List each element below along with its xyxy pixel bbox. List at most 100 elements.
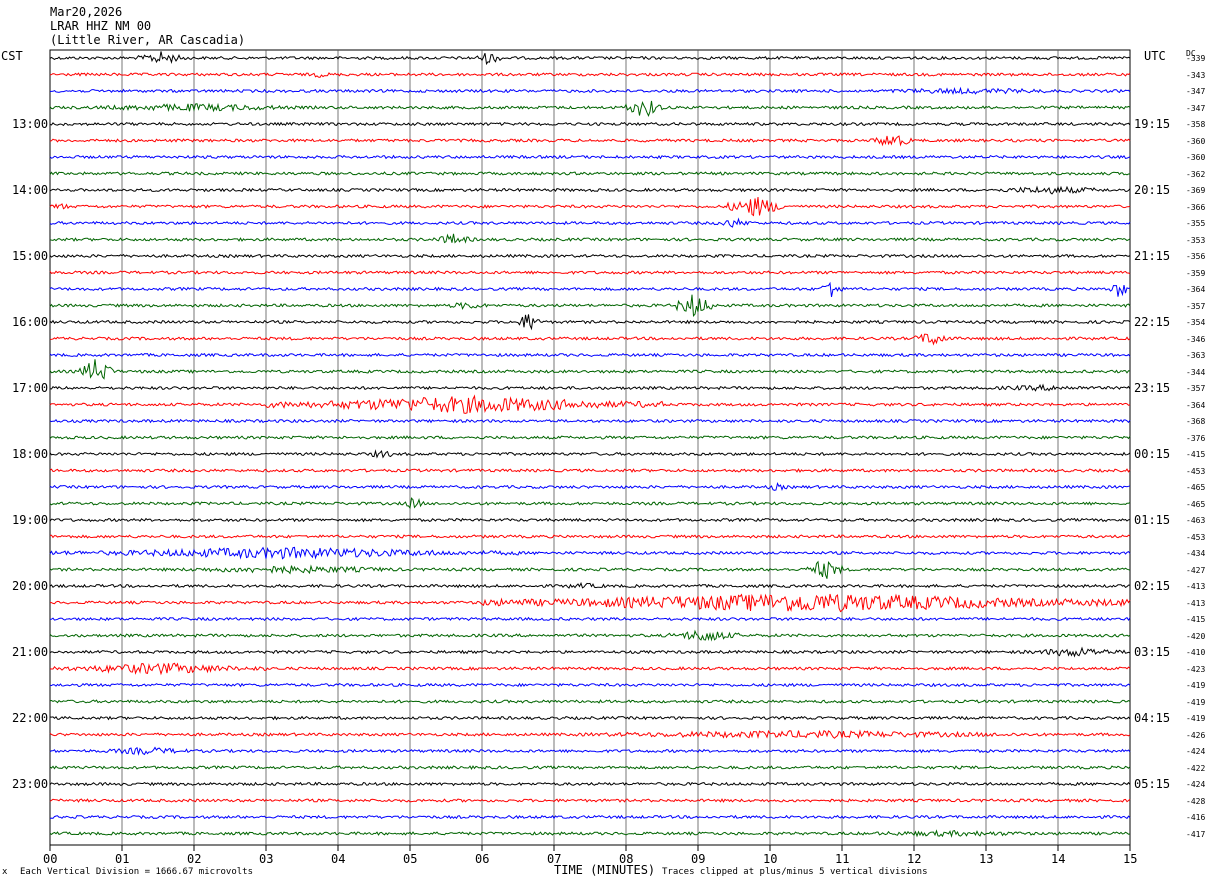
x-tick-label: 09 bbox=[691, 852, 706, 866]
dc-offset-label: -339 bbox=[1186, 54, 1206, 63]
x-tick-label: 00 bbox=[43, 852, 58, 866]
left-hour-label: 20:00 bbox=[12, 579, 49, 593]
seismic-trace bbox=[49, 798, 1131, 803]
dc-offset-label: -343 bbox=[1186, 70, 1206, 80]
seismic-trace bbox=[49, 51, 1131, 66]
seismic-trace bbox=[49, 314, 1131, 331]
left-hour-label: 13:00 bbox=[12, 117, 49, 131]
seismic-trace bbox=[49, 814, 1131, 820]
seismic-trace bbox=[49, 646, 1131, 658]
right-hour-label: 02:15 bbox=[1134, 579, 1171, 593]
seismic-trace bbox=[49, 534, 1131, 539]
dc-offset-label: -364 bbox=[1186, 285, 1206, 294]
left-hour-label: 16:00 bbox=[12, 315, 49, 329]
right-hour-label: 23:15 bbox=[1134, 381, 1171, 395]
seismic-trace bbox=[49, 546, 1131, 560]
seismic-trace bbox=[49, 715, 1131, 721]
seismic-trace bbox=[49, 449, 1131, 459]
dc-header: DC bbox=[1186, 49, 1196, 58]
seismic-trace bbox=[49, 560, 1131, 579]
seismic-trace bbox=[49, 517, 1131, 523]
x-tick-label: 03 bbox=[259, 852, 274, 866]
seismic-trace bbox=[49, 383, 1131, 392]
x-tick-label: 02 bbox=[187, 852, 202, 866]
scale-note: Each Vertical Division = 1666.67 microvo… bbox=[20, 867, 253, 877]
x-tick-label: 13 bbox=[979, 852, 994, 866]
plot-date: Mar20,2026 bbox=[50, 5, 123, 19]
seismic-trace bbox=[49, 682, 1131, 688]
seismic-trace bbox=[49, 233, 1131, 244]
dc-offset-label: -424 bbox=[1186, 747, 1206, 756]
dc-offset-label: -463 bbox=[1186, 516, 1206, 525]
dc-offset-label: -413 bbox=[1186, 582, 1206, 591]
seismic-trace bbox=[49, 294, 1131, 317]
dc-offset-label: -465 bbox=[1186, 499, 1206, 509]
dc-offset-label: -354 bbox=[1186, 318, 1206, 327]
seismic-trace bbox=[49, 333, 1131, 346]
seismic-trace bbox=[49, 72, 1131, 78]
seismic-trace bbox=[49, 253, 1131, 259]
right-hour-label: 22:15 bbox=[1134, 315, 1171, 329]
dc-offset-label: -355 bbox=[1186, 219, 1206, 228]
seismic-trace bbox=[49, 435, 1131, 440]
x-tick-label: 05 bbox=[403, 852, 418, 866]
seismic-trace bbox=[49, 359, 1131, 380]
dc-offset-label: -346 bbox=[1186, 334, 1206, 344]
right-hour-label: 19:15 bbox=[1134, 117, 1171, 131]
dc-offset-label: -344 bbox=[1186, 367, 1206, 377]
dc-offset-label: -415 bbox=[1186, 450, 1206, 459]
x-tick-label: 10 bbox=[763, 852, 778, 866]
seismic-trace bbox=[49, 662, 1131, 676]
seismic-trace bbox=[49, 270, 1131, 275]
dc-offset-label: -356 bbox=[1186, 252, 1206, 261]
dc-offset-label: -422 bbox=[1186, 763, 1206, 773]
seismic-trace bbox=[49, 217, 1131, 228]
right-hour-label: 01:15 bbox=[1134, 513, 1171, 527]
dc-offset-label: -415 bbox=[1186, 615, 1206, 624]
station-code: LRAR HHZ NM 00 bbox=[50, 19, 152, 33]
dc-offset-label: -419 bbox=[1186, 714, 1206, 723]
dc-offset-label: -364 bbox=[1186, 400, 1206, 410]
clip-note: Traces clipped at plus/minus 5 vertical … bbox=[662, 867, 928, 877]
dc-offset-label: -366 bbox=[1186, 202, 1206, 212]
seismic-trace bbox=[49, 154, 1131, 160]
dc-offset-label: -424 bbox=[1186, 780, 1206, 789]
dc-offset-label: -362 bbox=[1186, 169, 1206, 179]
seismic-trace bbox=[49, 171, 1131, 176]
right-hour-label: 21:15 bbox=[1134, 249, 1171, 263]
dc-offset-label: -465 bbox=[1186, 483, 1206, 492]
seismic-trace bbox=[49, 581, 1130, 589]
dc-offset-label: -360 bbox=[1186, 136, 1206, 146]
x-tick-label: 11 bbox=[835, 852, 850, 866]
dc-offset-label: -357 bbox=[1186, 301, 1206, 311]
dc-offset-label: -410 bbox=[1186, 648, 1206, 657]
right-timezone: UTC bbox=[1144, 49, 1166, 63]
dc-offset-label: -453 bbox=[1186, 532, 1206, 542]
dc-offset-label: -347 bbox=[1186, 103, 1206, 113]
dc-offset-label: -434 bbox=[1186, 549, 1206, 558]
dc-offset-label: -363 bbox=[1186, 351, 1206, 360]
seismic-trace bbox=[49, 468, 1131, 473]
seismic-trace bbox=[49, 394, 1131, 414]
seismic-trace bbox=[49, 86, 1131, 95]
station-location: (Little River, AR Cascadia) bbox=[50, 33, 246, 47]
x-tick-label: 01 bbox=[115, 852, 130, 866]
dc-offset-label: -353 bbox=[1186, 235, 1206, 245]
left-timezone: CST bbox=[1, 49, 23, 63]
seismic-trace bbox=[49, 829, 1131, 838]
seismic-trace bbox=[50, 593, 1131, 613]
left-hour-label: 21:00 bbox=[12, 645, 49, 659]
dc-offset-label: -419 bbox=[1186, 697, 1206, 707]
seismic-trace bbox=[49, 497, 1131, 510]
dc-offset-label: -376 bbox=[1186, 433, 1206, 443]
seismic-trace bbox=[49, 616, 1131, 622]
left-hour-label: 17:00 bbox=[12, 381, 49, 395]
x-tick-label: 06 bbox=[475, 852, 490, 866]
seismic-trace bbox=[49, 629, 1131, 642]
seismic-trace bbox=[49, 185, 1131, 195]
left-hour-label: 22:00 bbox=[12, 711, 49, 725]
dc-offset-label: -360 bbox=[1186, 153, 1206, 162]
left-hour-label: 15:00 bbox=[12, 249, 49, 263]
dc-offset-label: -368 bbox=[1186, 417, 1206, 426]
